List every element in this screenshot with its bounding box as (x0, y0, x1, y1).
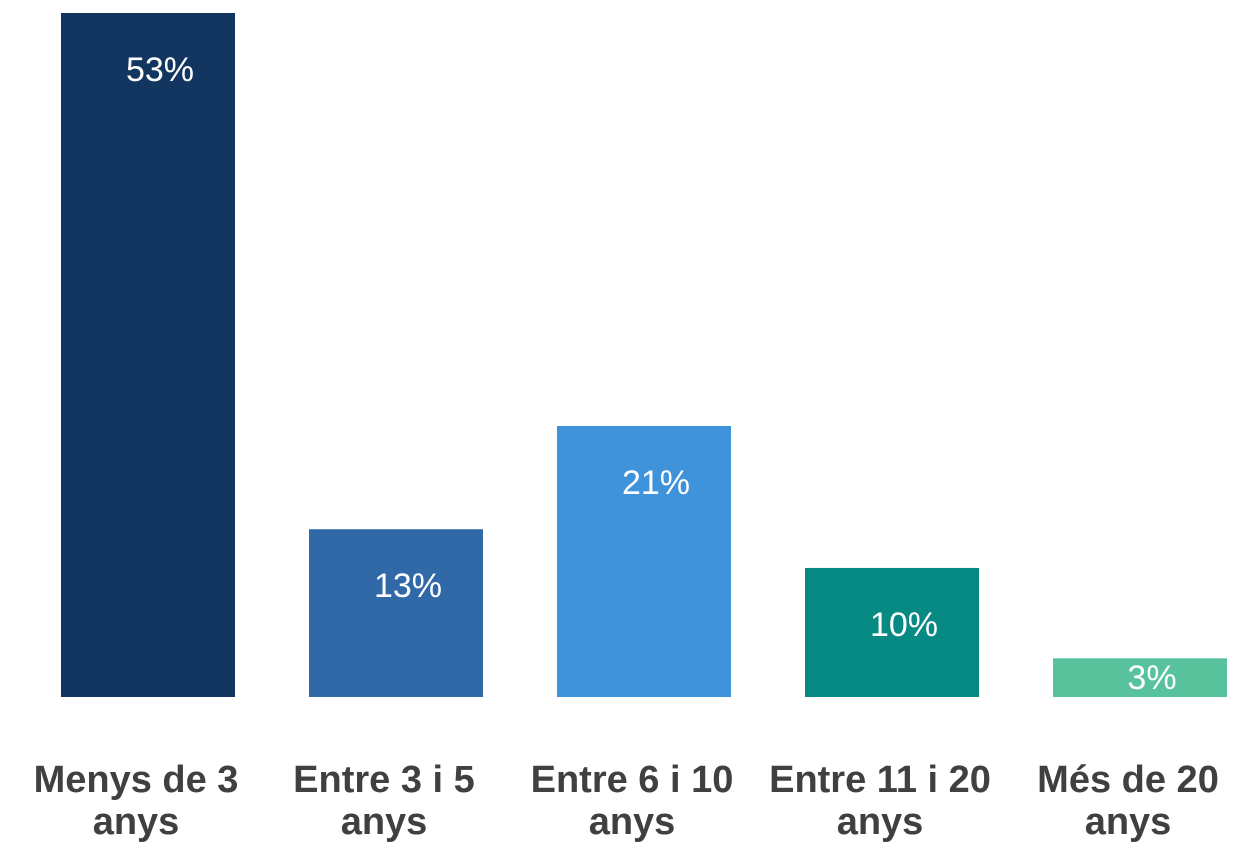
bar-1 (61, 13, 235, 697)
bar-value-label-4: 10% (870, 606, 938, 644)
bar-4 (805, 567, 979, 697)
category-label-2-line-1: Entre 3 i 5 (293, 759, 475, 801)
category-label-5-line-1: Més de 20 (1037, 759, 1219, 801)
category-label-1-line-2: anys (93, 801, 180, 842)
bars-group (61, 13, 1227, 697)
category-label-1-line-1: Menys de 3 (34, 759, 239, 801)
bar-value-label-2: 13% (374, 567, 442, 605)
bar-2 (309, 529, 483, 697)
bar-value-label-5: 3% (1127, 659, 1176, 697)
category-label-4-line-2: anys (837, 801, 924, 842)
category-label-5-line-2: anys (1085, 801, 1172, 842)
category-label-4-line-1: Entre 11 i 20 (769, 759, 991, 801)
category-label-2-line-2: anys (341, 801, 428, 842)
bar-value-label-3: 21% (622, 464, 690, 502)
bar-5 (1053, 658, 1227, 697)
value-labels-group: 53% 13% 21% 10% 3% (126, 51, 1177, 697)
bar-value-label-1: 53% (126, 51, 194, 89)
bar-3 (557, 425, 731, 697)
category-label-3-line-2: anys (589, 801, 676, 842)
category-label-3-line-1: Entre 6 i 10 (531, 759, 734, 801)
